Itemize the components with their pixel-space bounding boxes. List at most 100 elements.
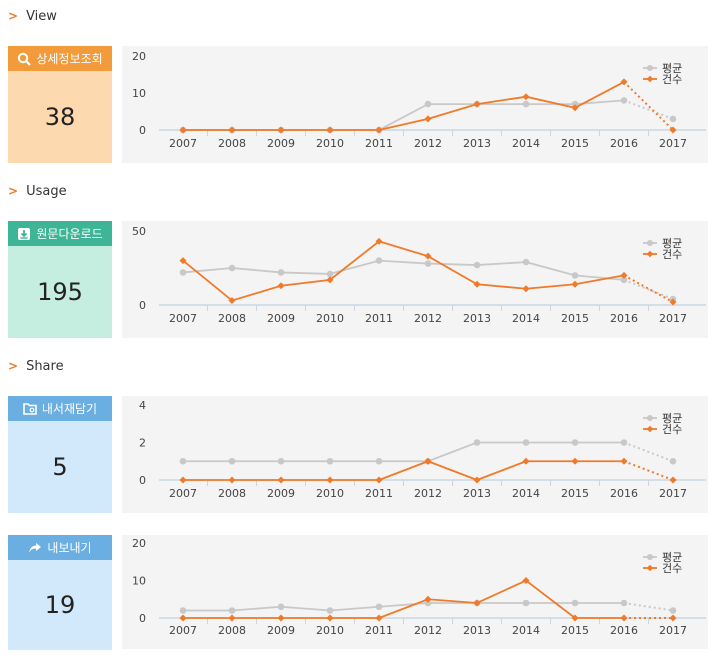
data-point-avg[interactable] [424,599,432,607]
stat-card-label: 상세정보조회 [36,52,103,66]
data-point-avg[interactable] [375,603,383,611]
data-point-avg[interactable] [277,603,285,611]
data-point-count[interactable] [277,282,285,290]
data-point-count[interactable] [277,614,285,622]
data-point-count[interactable] [424,115,432,123]
data-point-count[interactable] [277,126,285,134]
data-point-avg[interactable] [571,100,579,108]
data-point-avg[interactable] [228,264,236,272]
data-point-count[interactable] [424,457,432,465]
data-point-avg[interactable] [179,607,187,614]
data-point-count[interactable] [522,285,530,293]
data-point-count[interactable] [473,280,481,288]
data-point-count[interactable] [326,126,334,134]
x-tick-label: 2011 [365,487,393,500]
stat-card-header[interactable]: 내서재담기 [8,396,112,421]
data-point-avg[interactable] [375,457,383,465]
data-point-count[interactable] [473,100,481,108]
data-point-avg[interactable] [522,439,530,446]
data-point-avg[interactable] [326,270,334,278]
data-point-avg[interactable] [473,261,481,269]
data-point-avg[interactable] [473,439,481,446]
data-point-count[interactable] [669,614,677,622]
data-point-count[interactable] [571,614,579,622]
data-point-avg[interactable] [669,607,677,614]
data-point-count[interactable] [228,476,236,484]
data-point-count[interactable] [228,614,236,622]
data-point-count[interactable] [375,237,383,245]
data-point-avg[interactable] [522,599,530,607]
data-point-avg[interactable] [522,100,530,108]
data-point-count[interactable] [522,93,530,101]
series-line-avg [183,602,624,612]
data-point-avg[interactable] [571,599,579,607]
data-point-count[interactable] [179,476,187,484]
data-point-count[interactable] [669,298,677,306]
data-point-count[interactable] [620,614,628,622]
data-point-count[interactable] [277,476,285,484]
data-point-count[interactable] [326,476,334,484]
data-point-avg[interactable] [620,599,628,607]
data-point-avg[interactable] [179,457,187,465]
x-tick-label: 2015 [561,487,589,500]
data-point-count[interactable] [228,126,236,134]
series-line-count [183,81,625,131]
data-point-avg[interactable] [620,276,628,284]
data-point-avg[interactable] [620,439,628,446]
data-point-count[interactable] [424,252,432,260]
data-point-count[interactable] [620,457,628,465]
data-point-count[interactable] [375,476,383,484]
data-point-avg[interactable] [522,258,530,266]
data-point-count[interactable] [375,126,383,134]
x-tick-label: 2010 [316,487,344,500]
stat-card-label: 내서재담기 [41,402,98,416]
series-line-avg [183,99,625,131]
data-point-count[interactable] [375,614,383,622]
data-point-avg[interactable] [375,257,383,264]
data-point-count[interactable] [473,476,481,484]
data-point-count[interactable] [473,599,481,607]
data-point-count[interactable] [326,614,334,622]
legend-label: 평균 [662,237,682,250]
y-tick-label: 20 [132,537,146,550]
data-point-avg[interactable] [424,100,432,108]
data-point-count[interactable] [179,257,187,265]
data-point-count[interactable] [571,457,579,465]
data-point-avg[interactable] [669,457,677,465]
data-point-count[interactable] [179,126,187,134]
stat-card-header[interactable]: 상세정보조회 [8,46,112,71]
data-point-avg[interactable] [669,115,677,123]
data-point-count[interactable] [179,614,187,622]
data-point-count[interactable] [620,78,628,86]
section-title-usage: > Usage [8,184,67,199]
stat-card-header[interactable]: 내보내기 [8,535,112,560]
x-tick-label: 2016 [610,624,638,637]
data-point-avg[interactable] [326,607,334,614]
x-tick-label: 2013 [463,487,491,500]
data-point-count[interactable] [326,276,334,284]
data-point-avg[interactable] [277,269,285,276]
stat-card-header[interactable]: 원문다운로드 [8,221,112,246]
data-point-count[interactable] [571,104,579,112]
data-point-count[interactable] [228,297,236,305]
data-point-avg[interactable] [179,269,187,276]
data-point-count[interactable] [669,476,677,484]
data-point-count[interactable] [522,457,530,465]
x-tick-label: 2017 [659,137,687,150]
data-point-avg[interactable] [571,439,579,446]
data-point-avg[interactable] [571,272,579,279]
data-point-count[interactable] [522,577,530,584]
data-point-avg[interactable] [424,260,432,267]
data-point-count[interactable] [620,271,628,279]
data-point-avg[interactable] [228,457,236,465]
data-point-count[interactable] [571,280,579,288]
data-point-avg[interactable] [620,97,628,104]
x-tick-label: 2008 [218,624,246,637]
data-point-count[interactable] [669,126,677,134]
data-point-avg[interactable] [277,457,285,465]
data-point-count[interactable] [424,595,432,603]
data-point-avg[interactable] [326,457,334,465]
x-tick-label: 2011 [365,312,393,325]
x-tick-label: 2007 [169,312,197,325]
data-point-avg[interactable] [228,607,236,614]
